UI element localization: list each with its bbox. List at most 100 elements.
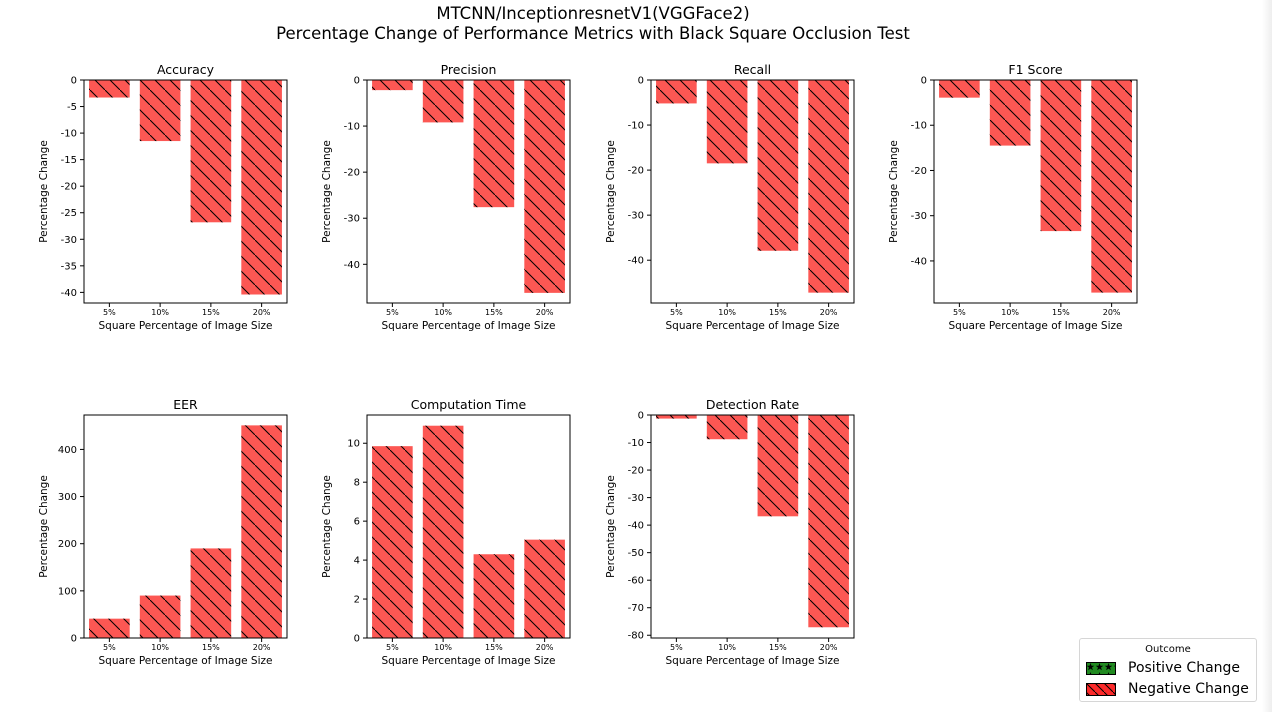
bar-hatch-precision-2 <box>422 80 464 123</box>
ytick-label: -40 <box>61 288 77 299</box>
bar-hatch-computation-time-1 <box>372 446 413 638</box>
ytick-label: -20 <box>628 166 644 177</box>
legend-swatch-positive <box>1086 661 1116 675</box>
ytick-label: 0 <box>354 634 360 645</box>
xtick-label: 20% <box>1103 308 1121 317</box>
ytick-label: -20 <box>911 166 927 177</box>
ytick-label: -30 <box>344 214 360 225</box>
bar-hatch-computation-time-3 <box>473 554 515 638</box>
bar-hatch-eer-2 <box>139 595 181 638</box>
ytick-label: -40 <box>628 521 644 532</box>
bar-hatch-accuracy-4 <box>241 80 282 295</box>
y-axis-label: Percentage Change <box>605 140 617 243</box>
ytick-label: -10 <box>344 122 360 133</box>
ytick-label: -40 <box>911 256 927 267</box>
y-axis-label: Percentage Change <box>605 475 617 578</box>
y-axis-label: Percentage Change <box>38 140 50 243</box>
chart-precision: 0 -10 -20 -30 -40 5% 10% 15% 20% Precision Square … <box>321 62 571 332</box>
xtick-label: 5% <box>103 643 116 652</box>
ytick-label: -10 <box>911 121 927 132</box>
axes-frame-eer <box>83 414 288 639</box>
chart-recall: 0 -10 -20 -30 -40 5% 10% 15% 20% Recall Square Per… <box>605 62 855 332</box>
ytick-label: 200 <box>58 539 77 550</box>
ytick-label: -30 <box>628 493 644 504</box>
ytick-label: -30 <box>911 211 927 222</box>
bar-hatch-eer-3 <box>190 548 232 638</box>
chart-title-detection-rate: Detection Rate <box>706 397 800 412</box>
figure-title: MTCNN/InceptionresnetV1(VGGFace2) Percen… <box>0 4 1186 44</box>
xtick-label: 20% <box>253 643 271 652</box>
ytick-label: 400 <box>58 445 77 456</box>
x-axis-label: Square Percentage of Image Size <box>666 320 840 332</box>
ytick-label: -20 <box>628 466 644 477</box>
legend-label-positive: Positive Change <box>1128 660 1241 676</box>
xtick-label: 5% <box>670 308 683 317</box>
xtick-label: 10% <box>151 308 169 317</box>
bar-hatch-precision-1 <box>372 80 413 91</box>
chart-title-f1-score: F1 Score <box>1008 62 1062 77</box>
ytick-label: -25 <box>61 208 77 219</box>
chart-title-accuracy: Accuracy <box>157 62 215 77</box>
xtick-label: 20% <box>820 643 838 652</box>
xtick-label: 15% <box>1052 308 1070 317</box>
legend-label-negative: Negative Change <box>1128 681 1249 697</box>
ytick-label: 6 <box>354 517 360 528</box>
ytick-label: -5 <box>67 102 77 113</box>
y-axis-label: Percentage Change <box>38 475 50 578</box>
ytick-label: 2 <box>354 595 360 606</box>
legend-swatch-negative <box>1086 682 1116 696</box>
legend-item-positive: Positive Change <box>1086 660 1240 676</box>
bar-hatch-accuracy-1 <box>89 80 130 98</box>
bar-hatch-recall-2 <box>706 80 748 164</box>
chart-title-precision: Precision <box>441 62 497 77</box>
bar-hatch-recall-1 <box>656 80 697 104</box>
xtick-label: 20% <box>253 308 271 317</box>
x-axis-label: Square Percentage of Image Size <box>666 655 840 667</box>
chart-title-eer: EER <box>173 397 198 412</box>
xtick-label: 20% <box>536 643 554 652</box>
ytick-label: 10 <box>347 439 360 450</box>
chart-eer: 0 100 200 300 400 5% 10% 15% 20% EER Square Percen… <box>38 397 288 667</box>
xtick-label: 15% <box>769 643 787 652</box>
xtick-label: 15% <box>485 308 503 317</box>
legend-title: Outcome <box>1145 644 1191 655</box>
chart-accuracy: 0 -5 -10 -15 -20 -25 -30 -35 -40 5% 10% 15% 20% Accur… <box>38 62 288 332</box>
y-axis-label: Percentage Change <box>321 140 333 243</box>
xtick-label: 15% <box>202 643 220 652</box>
bar-hatch-recall-4 <box>808 80 849 293</box>
ytick-label: -15 <box>61 155 77 166</box>
ytick-label: -40 <box>628 256 644 267</box>
ytick-label: 0 <box>71 634 77 645</box>
ytick-label: -30 <box>628 211 644 222</box>
xtick-label: 20% <box>820 308 838 317</box>
xtick-label: 20% <box>536 308 554 317</box>
bar-hatch-recall-3 <box>757 80 799 251</box>
bar-hatch-f1-score-1 <box>939 80 980 98</box>
ytick-label: -30 <box>61 235 77 246</box>
x-axis-label: Square Percentage of Image Size <box>382 320 556 332</box>
xtick-label: 10% <box>434 643 452 652</box>
window-scroll-edge <box>1262 0 1272 712</box>
y-axis-label: Percentage Change <box>888 140 900 243</box>
ytick-label: -10 <box>61 129 77 140</box>
chart-computation-time: 0 2 4 6 8 10 5% 10% 15% 20% Computation Time Square… <box>321 397 571 667</box>
ytick-label: 0 <box>638 411 644 422</box>
bar-hatch-detection-rate-4 <box>808 415 849 628</box>
x-axis-label: Square Percentage of Image Size <box>99 320 273 332</box>
ytick-label: 0 <box>354 76 360 87</box>
ytick-label: 0 <box>921 76 927 87</box>
ytick-label: -20 <box>344 168 360 179</box>
bar-hatch-detection-rate-3 <box>757 415 799 517</box>
ytick-label: 8 <box>354 478 360 489</box>
ytick-label: 100 <box>58 586 77 597</box>
y-axis-label: Percentage Change <box>321 475 333 578</box>
ytick-label: -40 <box>344 260 360 271</box>
ytick-label: 0 <box>71 76 77 87</box>
bar-hatch-computation-time-2 <box>422 425 464 638</box>
xtick-label: 10% <box>434 308 452 317</box>
xtick-label: 15% <box>769 308 787 317</box>
legend-item-negative: Negative Change <box>1086 681 1249 697</box>
xtick-label: 5% <box>953 308 966 317</box>
bar-hatch-precision-4 <box>524 80 565 293</box>
ytick-label: -80 <box>628 631 644 642</box>
